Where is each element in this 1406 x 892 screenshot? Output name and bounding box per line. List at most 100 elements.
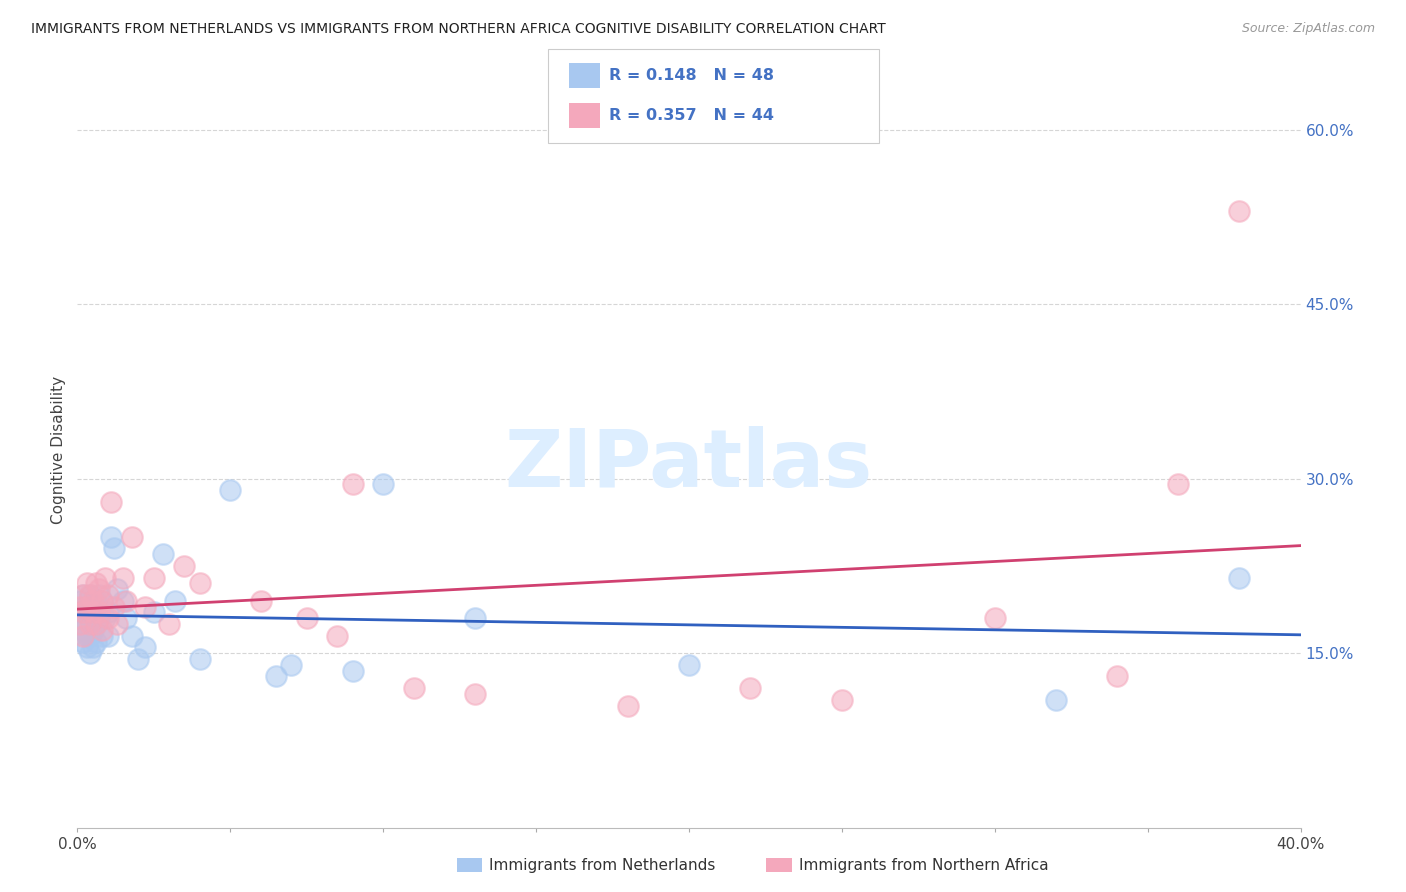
Point — [84, 594, 107, 608]
Point — [121, 629, 143, 643]
Point — [97, 606, 120, 620]
Point — [82, 606, 104, 620]
Point — [112, 571, 135, 585]
Point — [79, 588, 101, 602]
Point — [76, 599, 98, 614]
Point — [90, 594, 112, 608]
Point — [1167, 477, 1189, 491]
Text: ZIPatlas: ZIPatlas — [505, 425, 873, 504]
Point — [69, 617, 91, 632]
Point — [72, 623, 94, 637]
Point — [188, 652, 211, 666]
Point — [76, 599, 98, 614]
Point — [82, 640, 104, 655]
Point — [464, 687, 486, 701]
Point — [105, 582, 128, 597]
Point — [402, 681, 425, 695]
Point — [219, 483, 242, 498]
Point — [72, 588, 94, 602]
Point — [105, 617, 128, 632]
Point — [79, 611, 101, 625]
Point — [72, 588, 94, 602]
Point — [152, 547, 174, 561]
Point — [97, 611, 120, 625]
Point — [72, 606, 94, 620]
Point — [250, 594, 273, 608]
Text: IMMIGRANTS FROM NETHERLANDS VS IMMIGRANTS FROM NORTHERN AFRICA COGNITIVE DISABIL: IMMIGRANTS FROM NETHERLANDS VS IMMIGRANT… — [31, 22, 886, 37]
Point — [134, 640, 156, 655]
Point — [371, 477, 394, 491]
Text: R = 0.357   N = 44: R = 0.357 N = 44 — [609, 108, 773, 122]
Point — [142, 571, 165, 585]
Text: Immigrants from Northern Africa: Immigrants from Northern Africa — [799, 858, 1049, 872]
Point — [188, 576, 211, 591]
Point — [1229, 204, 1251, 219]
Point — [87, 582, 110, 597]
Point — [173, 558, 195, 573]
Point — [134, 599, 156, 614]
Point — [90, 623, 112, 637]
Point — [115, 594, 138, 608]
Point — [326, 629, 349, 643]
Point — [280, 657, 302, 672]
Point — [87, 606, 110, 620]
Point — [342, 664, 364, 678]
Point — [127, 652, 149, 666]
Point — [79, 617, 101, 632]
Point — [1229, 571, 1251, 585]
Point — [342, 477, 364, 491]
Point — [142, 606, 165, 620]
Point — [76, 617, 98, 632]
Point — [1107, 669, 1129, 683]
Point — [84, 617, 107, 632]
Point — [157, 617, 180, 632]
Point — [97, 588, 120, 602]
Point — [72, 634, 94, 648]
Point — [115, 611, 138, 625]
Point — [831, 692, 853, 706]
Point — [103, 599, 125, 614]
Point — [72, 606, 94, 620]
Point — [76, 576, 98, 591]
Point — [79, 646, 101, 660]
Point — [72, 629, 94, 643]
Point — [112, 594, 135, 608]
Point — [740, 681, 762, 695]
Text: Immigrants from Netherlands: Immigrants from Netherlands — [489, 858, 716, 872]
Point — [678, 657, 700, 672]
Point — [90, 629, 112, 643]
Point — [295, 611, 318, 625]
Y-axis label: Cognitive Disability: Cognitive Disability — [51, 376, 66, 524]
Text: Source: ZipAtlas.com: Source: ZipAtlas.com — [1241, 22, 1375, 36]
Point — [76, 640, 98, 655]
Point — [87, 611, 110, 625]
Point — [82, 594, 104, 608]
Point — [69, 599, 91, 614]
Point — [79, 588, 101, 602]
Point — [94, 611, 117, 625]
Point — [121, 530, 143, 544]
Point — [84, 576, 107, 591]
Point — [617, 698, 640, 713]
Point — [84, 617, 107, 632]
Point — [82, 623, 104, 637]
Point — [87, 588, 110, 602]
Point — [69, 594, 91, 608]
Point — [984, 611, 1007, 625]
Point — [90, 594, 112, 608]
Text: R = 0.148   N = 48: R = 0.148 N = 48 — [609, 69, 773, 83]
Point — [1045, 692, 1067, 706]
Point — [82, 606, 104, 620]
Point — [100, 495, 122, 509]
Point — [100, 530, 122, 544]
Point — [94, 571, 117, 585]
Point — [97, 629, 120, 643]
Point — [84, 634, 107, 648]
Point — [69, 617, 91, 632]
Point — [264, 669, 287, 683]
Point — [103, 541, 125, 556]
Point — [464, 611, 486, 625]
Point — [165, 594, 187, 608]
Point — [76, 629, 98, 643]
Point — [79, 629, 101, 643]
